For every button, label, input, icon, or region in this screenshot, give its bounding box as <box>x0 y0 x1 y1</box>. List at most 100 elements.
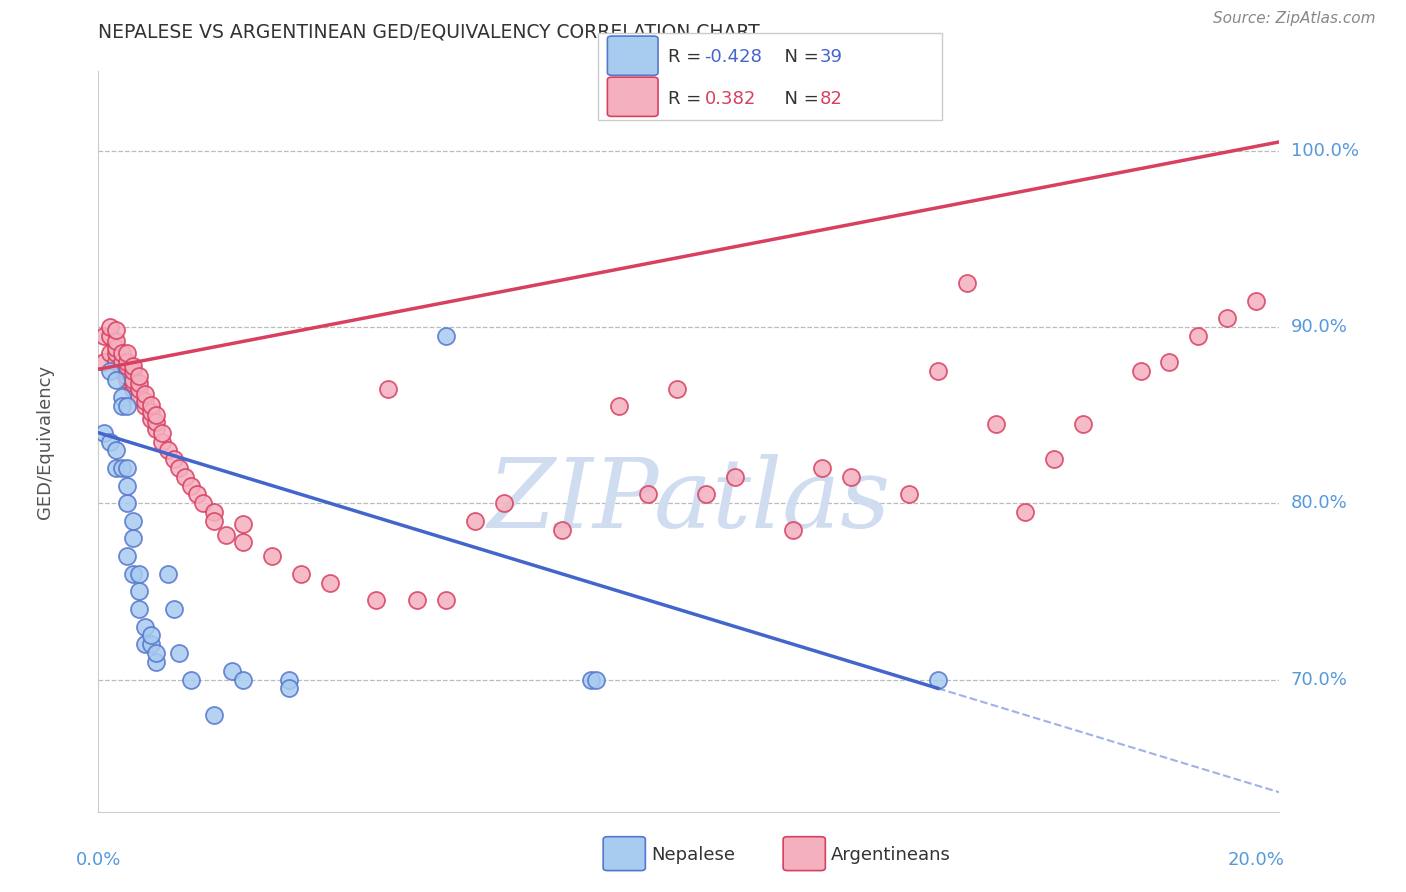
Point <box>666 382 689 396</box>
Point <box>104 346 127 360</box>
Text: 70.0%: 70.0% <box>1291 671 1347 689</box>
Point <box>128 602 150 616</box>
Point <box>110 364 132 378</box>
Point <box>98 328 121 343</box>
Text: -0.428: -0.428 <box>704 48 762 67</box>
Point <box>366 593 388 607</box>
Point <box>262 549 284 563</box>
Point <box>122 514 145 528</box>
Point <box>122 382 145 396</box>
Point <box>169 646 191 660</box>
Point <box>579 673 602 687</box>
Text: ZIPatlas: ZIPatlas <box>488 454 890 548</box>
Point <box>145 422 167 436</box>
Point <box>134 619 156 633</box>
Point <box>637 487 659 501</box>
Point <box>232 535 254 549</box>
Point <box>98 320 121 334</box>
Text: 100.0%: 100.0% <box>1291 142 1358 160</box>
Point <box>134 637 156 651</box>
Point <box>139 637 162 651</box>
Point <box>93 328 115 343</box>
Text: 20.0%: 20.0% <box>1227 850 1285 869</box>
Point <box>956 276 979 290</box>
Point <box>1014 505 1036 519</box>
Point <box>104 323 127 337</box>
Point <box>128 369 150 384</box>
Point <box>927 673 949 687</box>
Point <box>104 334 127 348</box>
Point <box>117 461 139 475</box>
Point <box>163 602 186 616</box>
Point <box>215 528 238 542</box>
Point <box>1071 417 1094 431</box>
Text: Nepalese: Nepalese <box>651 846 735 863</box>
Point <box>139 397 162 411</box>
Point <box>1042 452 1064 467</box>
Point <box>122 364 145 378</box>
Point <box>110 391 132 405</box>
Point <box>145 408 167 422</box>
Point <box>1129 364 1152 378</box>
Point <box>1246 293 1268 308</box>
Point <box>128 376 150 391</box>
Point <box>134 399 156 413</box>
Point <box>128 584 150 599</box>
Point <box>1159 355 1181 369</box>
Point <box>202 514 225 528</box>
Point <box>117 478 139 492</box>
Point <box>122 373 145 387</box>
Point <box>319 575 342 590</box>
Text: 82: 82 <box>820 89 842 108</box>
Point <box>278 673 301 687</box>
Point <box>117 355 139 369</box>
Point <box>110 461 132 475</box>
Point <box>139 628 162 642</box>
Point <box>104 355 127 369</box>
Point <box>897 487 920 501</box>
Text: N =: N = <box>773 89 825 108</box>
Point <box>110 355 132 369</box>
Point <box>139 411 162 425</box>
Point <box>117 346 139 360</box>
Point <box>104 373 127 387</box>
Point <box>117 549 139 563</box>
Point <box>128 382 150 396</box>
Point <box>232 673 254 687</box>
Text: GED/Equivalency: GED/Equivalency <box>37 365 55 518</box>
Point <box>117 359 139 373</box>
Point <box>145 655 167 669</box>
Point <box>232 517 254 532</box>
Point <box>782 523 804 537</box>
Point <box>122 566 145 581</box>
Text: 0.0%: 0.0% <box>76 850 121 869</box>
Point <box>191 496 214 510</box>
Text: R =: R = <box>668 48 707 67</box>
Point <box>145 646 167 660</box>
Point <box>724 470 747 484</box>
Text: N =: N = <box>773 48 825 67</box>
Point <box>122 532 145 546</box>
Point <box>117 373 139 387</box>
Point <box>1216 311 1239 326</box>
Point <box>290 566 312 581</box>
Point <box>93 355 115 369</box>
Point <box>98 434 121 449</box>
Point <box>202 707 225 722</box>
Text: 90.0%: 90.0% <box>1291 318 1347 336</box>
Point <box>98 364 121 378</box>
Point <box>145 415 167 429</box>
Point <box>104 443 127 458</box>
Text: R =: R = <box>668 89 713 108</box>
Point <box>117 369 139 384</box>
Point <box>1187 328 1209 343</box>
Text: 0.382: 0.382 <box>704 89 756 108</box>
Point <box>122 376 145 391</box>
Point <box>377 382 399 396</box>
Point <box>434 328 457 343</box>
Point <box>104 461 127 475</box>
Point <box>134 387 156 401</box>
Point <box>150 434 173 449</box>
Point <box>128 391 150 405</box>
Point <box>110 346 132 360</box>
